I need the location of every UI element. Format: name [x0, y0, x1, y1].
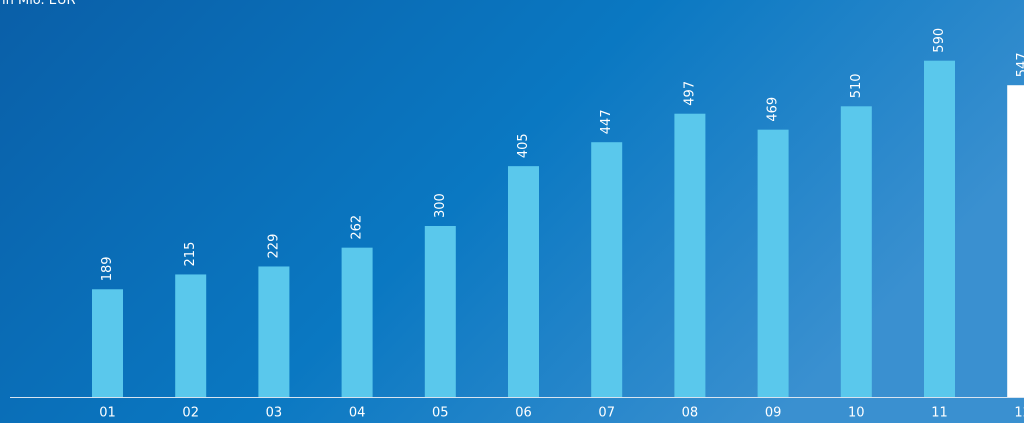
value-label: 497: [682, 81, 697, 106]
x-tick-label: 08: [682, 406, 699, 421]
x-tick-label: 10: [848, 406, 865, 421]
bar: [924, 60, 955, 397]
x-tick-label: 07: [598, 406, 615, 421]
x-tick-label: 12: [1014, 406, 1024, 421]
x-tick-label: 01: [99, 406, 116, 421]
bar: [1007, 85, 1024, 398]
value-label: 469: [766, 97, 781, 122]
x-tick-label: 04: [349, 406, 366, 421]
x-tick-label: 02: [182, 406, 199, 421]
value-label: 547: [1015, 52, 1024, 77]
bar: [508, 166, 539, 397]
value-label: 590: [932, 28, 947, 53]
value-label: 510: [849, 73, 864, 98]
value-label: 300: [433, 193, 448, 218]
x-tick-label: 05: [432, 406, 449, 421]
bar: [757, 129, 789, 398]
value-label: 262: [350, 215, 365, 240]
bar: [424, 226, 456, 397]
bar: [175, 274, 207, 397]
bar: [92, 289, 123, 397]
x-tick-label: 09: [765, 406, 782, 421]
value-label: 405: [516, 133, 531, 158]
x-tick-label: 03: [266, 406, 283, 421]
bar: [674, 113, 706, 398]
x-tick-label: 06: [515, 406, 532, 421]
value-label: 447: [599, 109, 614, 134]
value-label: 229: [266, 234, 281, 259]
chart-subtitle: in Mio. EUR: [2, 0, 76, 8]
bar: [840, 106, 872, 398]
value-label: 189: [100, 256, 115, 281]
bar: [258, 266, 290, 397]
x-tick-label: 11: [931, 406, 948, 421]
bar: [341, 247, 373, 397]
value-label: 215: [183, 242, 198, 267]
bar: [591, 142, 623, 397]
